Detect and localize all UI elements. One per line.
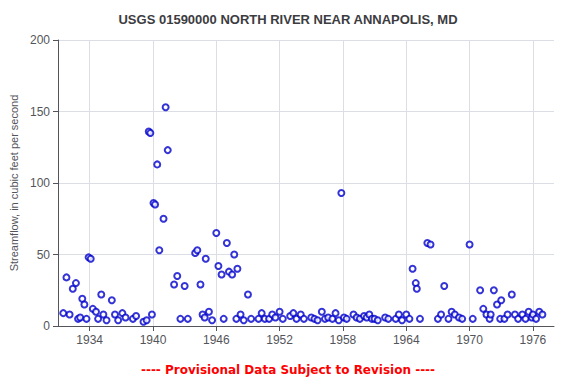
svg-text:200: 200: [30, 33, 50, 47]
svg-text:150: 150: [30, 105, 50, 119]
svg-text:Streamflow, in cubic feet per: Streamflow, in cubic feet per second: [8, 95, 20, 272]
svg-text:1934: 1934: [76, 333, 103, 347]
svg-text:---- Provisional Data Subject: ---- Provisional Data Subject to Revisio…: [141, 363, 435, 377]
svg-text:1946: 1946: [203, 333, 230, 347]
svg-text:USGS 01590000 NORTH RIVER NEAR: USGS 01590000 NORTH RIVER NEAR ANNAPOLIS…: [118, 12, 457, 27]
svg-text:50: 50: [37, 248, 51, 262]
svg-text:1964: 1964: [393, 333, 420, 347]
svg-text:0: 0: [43, 319, 50, 333]
svg-text:100: 100: [30, 176, 50, 190]
svg-text:1940: 1940: [140, 333, 167, 347]
svg-text:1952: 1952: [266, 333, 293, 347]
svg-text:1976: 1976: [520, 333, 547, 347]
svg-text:1970: 1970: [456, 333, 483, 347]
svg-text:1958: 1958: [330, 333, 357, 347]
